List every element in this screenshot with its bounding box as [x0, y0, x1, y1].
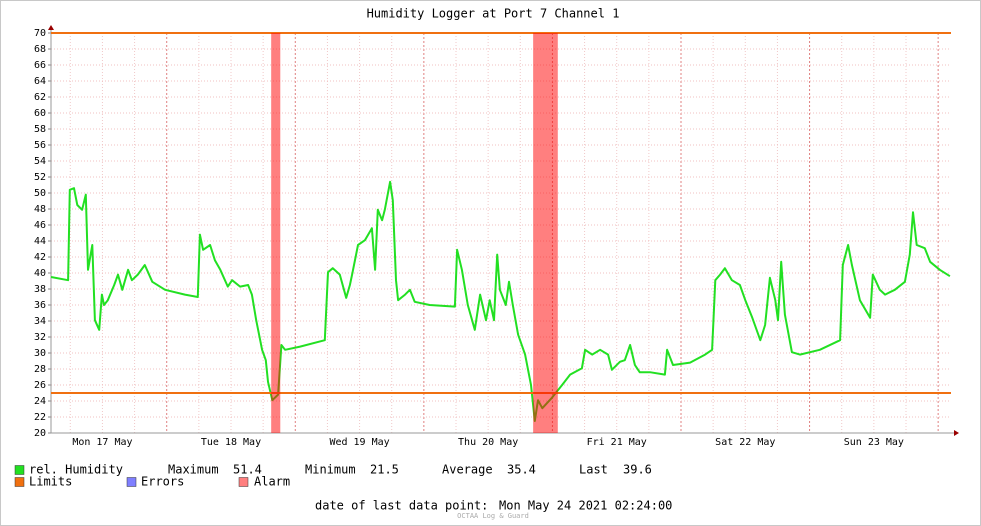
y-tick-label: 54 — [34, 156, 46, 167]
footer-value: Mon May 24 2021 02:24:00 — [499, 499, 672, 513]
chart-title: Humidity Logger at Port 7 Channel 1 — [367, 7, 620, 21]
y-tick-label: 32 — [34, 332, 46, 343]
y-tick-label: 42 — [34, 252, 46, 263]
y-tick-label: 36 — [34, 300, 46, 311]
y-tick-label: 48 — [34, 204, 46, 215]
legend-swatch — [14, 477, 25, 487]
x-tick-label: Tue 18 May — [201, 437, 261, 448]
y-tick-label: 40 — [34, 268, 46, 279]
y-tick-label: 28 — [34, 364, 46, 375]
y-tick-label: 70 — [34, 28, 46, 39]
x-tick-label: Thu 20 May — [458, 437, 518, 448]
y-tick-label: 34 — [34, 316, 46, 327]
watermark: OCTAA Log & Guard — [457, 512, 529, 520]
y-tick-label: 66 — [34, 60, 46, 71]
stat-value: 39.6 — [623, 463, 652, 477]
legend-label: Limits — [29, 475, 72, 489]
y-tick-label: 38 — [34, 284, 46, 295]
y-tick-label: 24 — [34, 396, 46, 407]
alarm-band — [271, 33, 281, 433]
y-tick-label: 52 — [34, 172, 46, 183]
legend-swatch — [238, 477, 249, 487]
legend-label: Errors — [141, 475, 184, 489]
x-tick-label: Wed 19 May — [329, 437, 389, 448]
stat-label: Maximum — [168, 463, 219, 477]
legend-swatch — [14, 465, 25, 475]
stat-label: Average — [442, 463, 493, 477]
y-tick-label: 58 — [34, 124, 46, 135]
x-tick-label: Fri 21 May — [587, 437, 647, 448]
y-tick-label: 62 — [34, 92, 46, 103]
alarm-band — [533, 33, 558, 433]
footer-label: date of last data point: — [315, 499, 488, 513]
stat-label: Last — [579, 463, 608, 477]
y-tick-label: 26 — [34, 380, 46, 391]
x-tick-label: Sun 23 May — [844, 437, 904, 448]
y-tick-label: 60 — [34, 108, 46, 119]
y-tick-label: 30 — [34, 348, 46, 359]
y-tick-label: 20 — [34, 428, 46, 439]
x-tick-label: Sat 22 May — [715, 437, 775, 448]
y-tick-label: 64 — [34, 76, 46, 87]
stat-value: 35.4 — [507, 463, 536, 477]
stat-value: 21.5 — [370, 463, 399, 477]
legend-swatch — [126, 477, 137, 487]
y-tick-label: 46 — [34, 220, 46, 231]
stat-label: Minimum — [305, 463, 356, 477]
x-axis-arrow — [954, 430, 959, 436]
legend-label: rel. Humidity — [29, 463, 123, 477]
x-tick-label: Mon 17 May — [72, 437, 132, 448]
y-axis-arrow — [48, 25, 54, 30]
y-tick-label: 68 — [34, 44, 46, 55]
y-tick-label: 50 — [34, 188, 46, 199]
y-tick-label: 22 — [34, 412, 46, 423]
y-tick-label: 56 — [34, 140, 46, 151]
y-tick-label: 44 — [34, 236, 46, 247]
data-line — [50, 180, 951, 422]
stat-value: 51.4 — [233, 463, 262, 477]
legend-label: Alarm — [254, 475, 290, 489]
